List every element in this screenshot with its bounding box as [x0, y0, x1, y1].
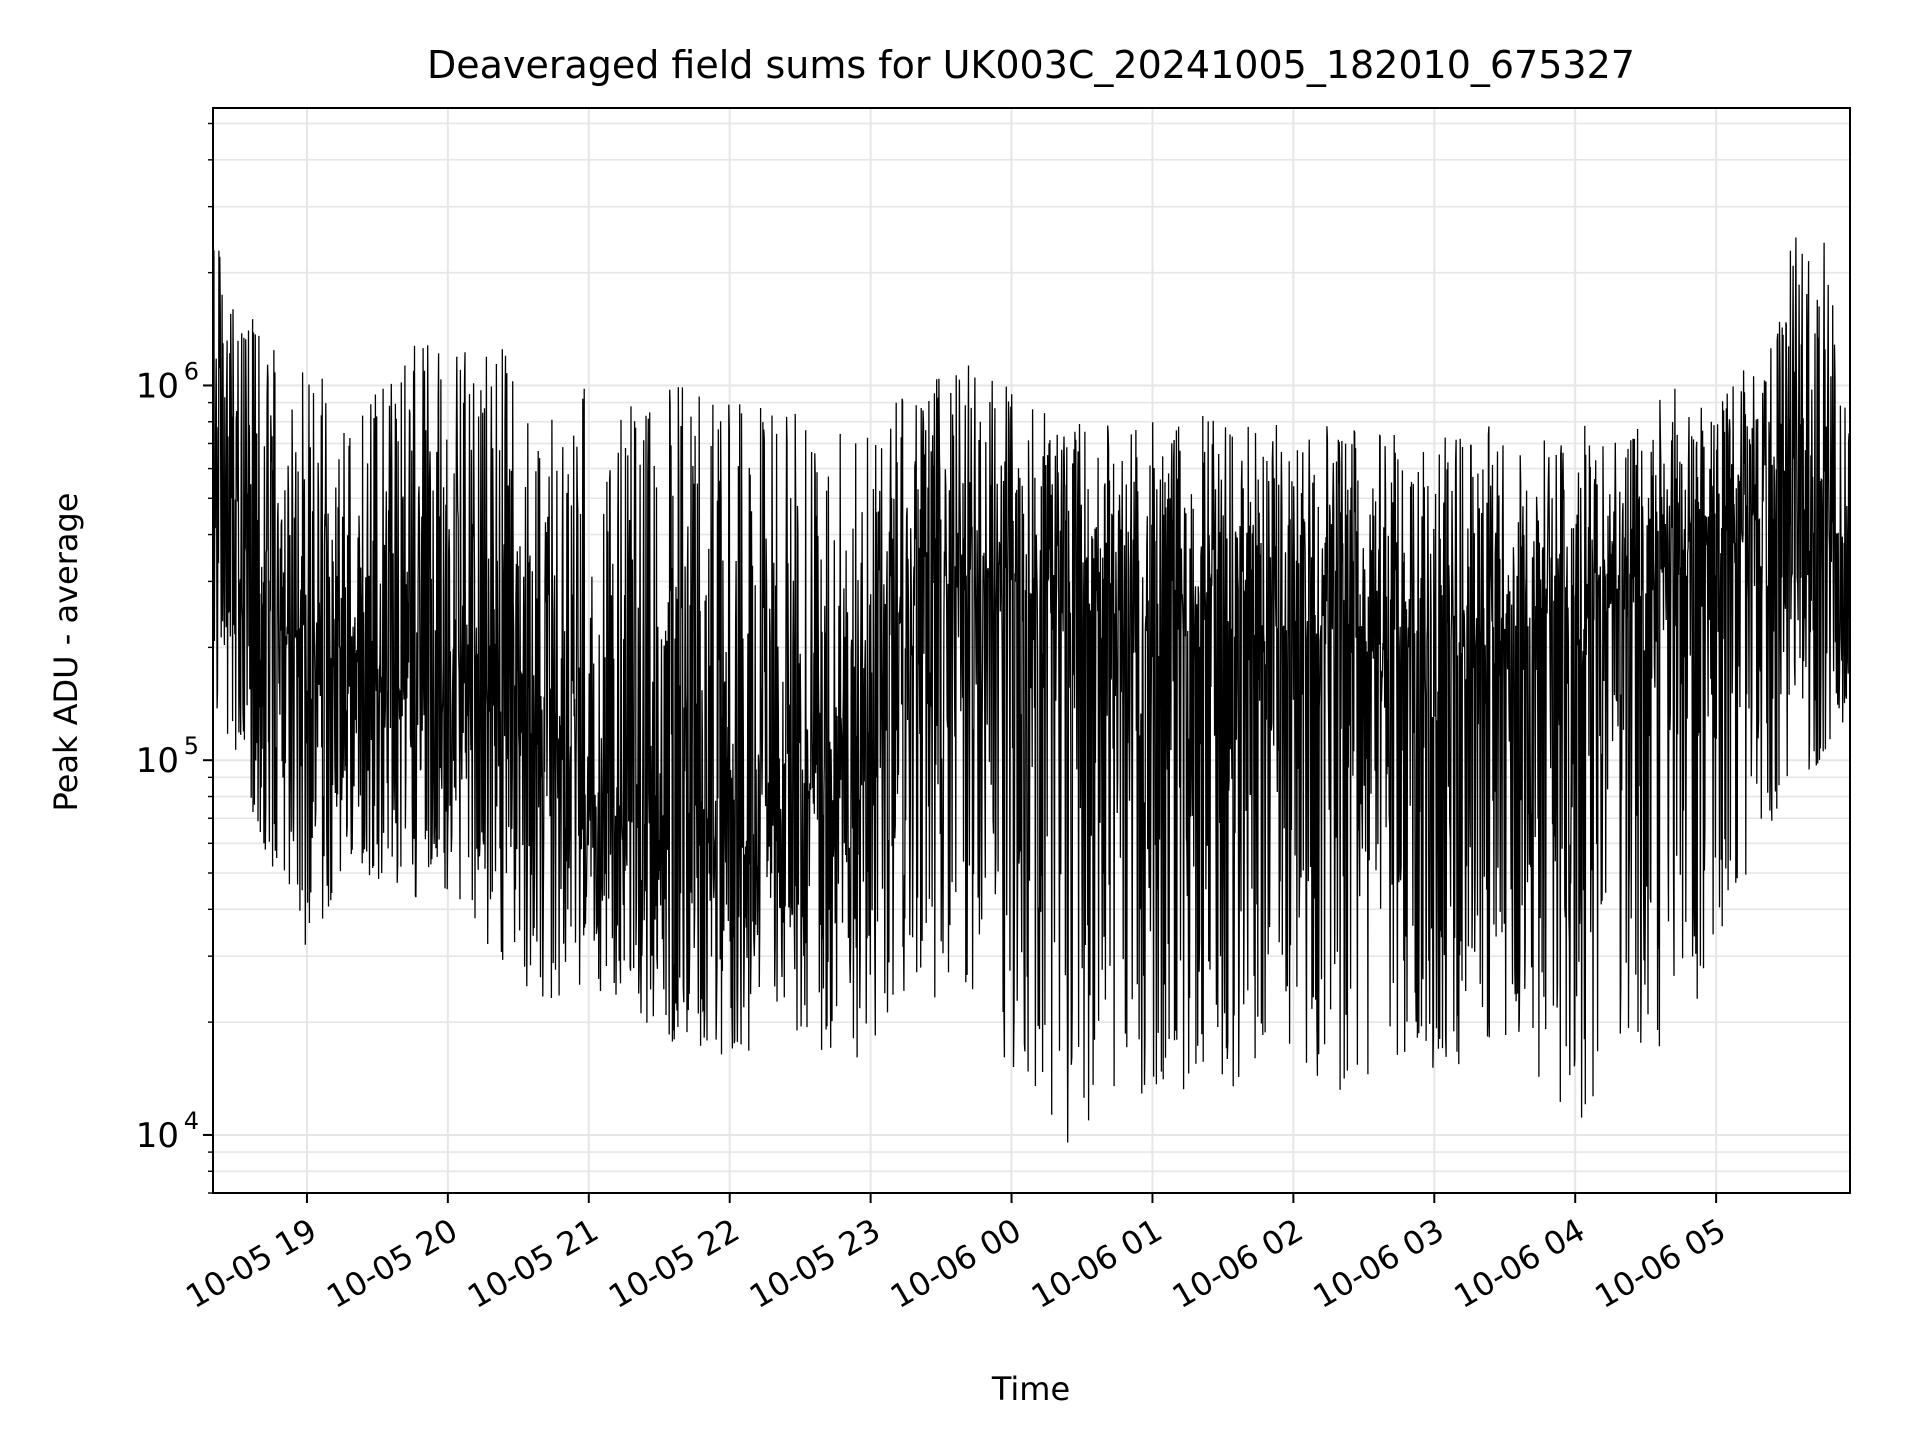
y-tick-label: 10	[136, 366, 179, 406]
y-tick-label-exponent: 5	[184, 732, 199, 760]
y-tick-label-exponent: 4	[184, 1107, 199, 1135]
y-axis-label: Peak ADU - average	[47, 493, 85, 812]
y-tick-label: 10	[136, 1116, 179, 1156]
chart-title: Deaveraged field sums for UK003C_2024100…	[427, 43, 1635, 87]
plot-frame	[212, 107, 1851, 1194]
series-line	[212, 237, 1851, 1143]
y-tick-label-exponent: 6	[184, 357, 199, 385]
x-axis-label: Time	[991, 1370, 1070, 1408]
series-layer	[212, 237, 1851, 1143]
y-tick-label: 10	[136, 741, 179, 781]
